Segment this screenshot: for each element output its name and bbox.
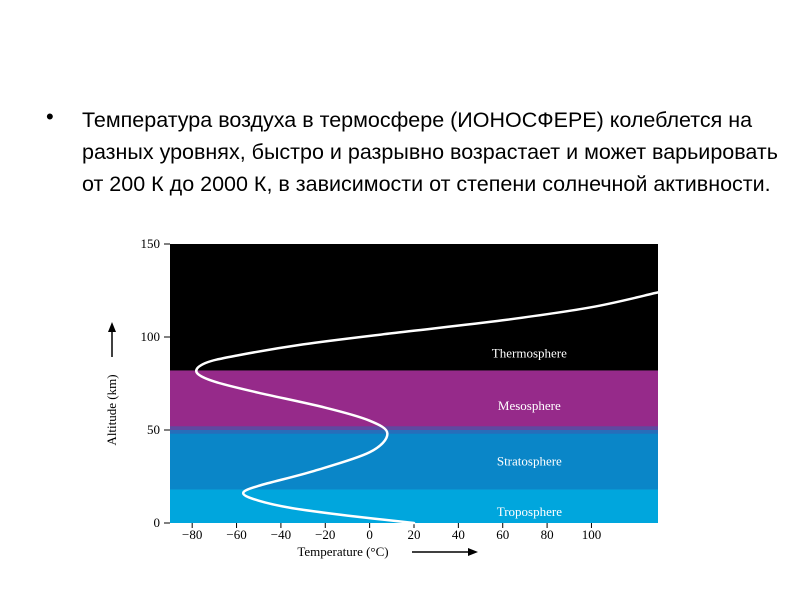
band-thermosphere: [170, 244, 658, 371]
x-tick-label: 40: [452, 527, 465, 542]
x-axis-arrow-head: [468, 548, 478, 556]
x-tick-label: −40: [271, 527, 291, 542]
band-blend: [170, 426, 658, 434]
y-tick-label: 150: [141, 236, 161, 251]
x-tick-label: 60: [496, 527, 509, 542]
x-axis-title: Temperature (°C): [297, 544, 388, 559]
layer-label-thermosphere: Thermosphere: [492, 346, 567, 361]
band-mesosphere: [170, 370, 658, 430]
y-axis-arrow-head: [108, 322, 116, 332]
x-tick-label: 0: [366, 527, 373, 542]
y-tick-label: 100: [141, 329, 161, 344]
x-tick-label: 80: [541, 527, 554, 542]
bullet-marker: •: [46, 104, 54, 129]
x-tick-label: −80: [182, 527, 202, 542]
y-tick-label: 0: [154, 515, 161, 530]
layer-label-stratosphere: Stratosphere: [497, 454, 562, 469]
x-tick-label: −20: [315, 527, 335, 542]
layer-label-mesosphere: Mesosphere: [498, 398, 561, 413]
band-troposphere: [170, 489, 658, 523]
x-tick-label: 20: [408, 527, 421, 542]
y-axis-title: Altitude (km): [104, 374, 119, 445]
y-tick-label: 50: [147, 422, 160, 437]
band-stratosphere: [170, 430, 658, 490]
x-tick-label: −60: [226, 527, 246, 542]
layer-label-troposphere: Troposphere: [497, 504, 562, 519]
temperature-profile-line-0: [195, 291, 660, 525]
x-tick-label: 100: [582, 527, 602, 542]
bullet-text: Температура воздуха в термосфере (ИОНОСФ…: [82, 108, 778, 196]
